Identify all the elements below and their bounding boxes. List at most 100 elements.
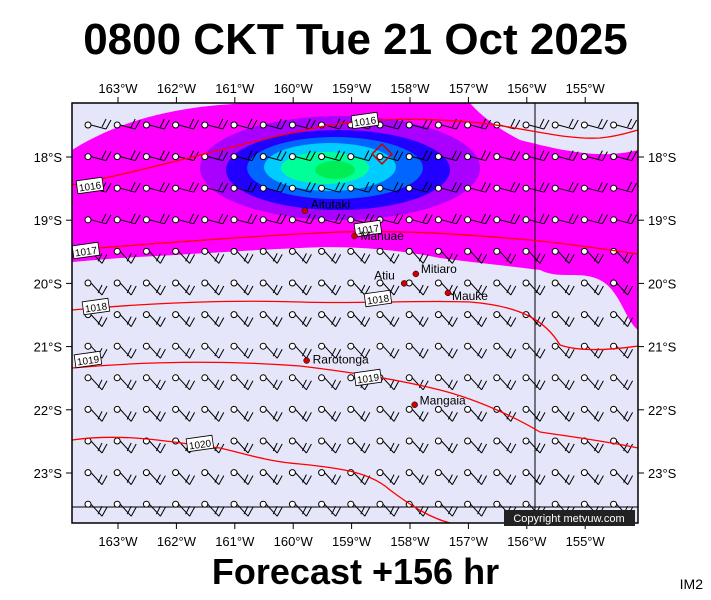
wind-barb	[259, 213, 287, 225]
wind-barb	[522, 437, 546, 454]
wind-barb	[288, 150, 316, 162]
lon-label-bottom: 160°W	[274, 534, 314, 549]
wind-barb	[434, 437, 458, 454]
lat-label-left: 20°S	[34, 276, 63, 291]
svg-text:1019: 1019	[356, 372, 380, 386]
wind-barb	[230, 374, 254, 391]
lon-label-top: 158°W	[390, 81, 430, 96]
lon-label-bottom: 156°W	[507, 534, 547, 549]
isobar-label: 1018	[363, 289, 393, 307]
wind-barb	[259, 150, 287, 162]
wind-barb	[201, 279, 225, 296]
wind-barb	[259, 500, 283, 517]
wind-barb	[522, 247, 546, 264]
wind-barb	[522, 342, 546, 359]
wind-barb	[172, 181, 200, 193]
wind-barb	[142, 279, 166, 296]
isobar-line	[72, 300, 638, 351]
wind-barb	[405, 469, 429, 485]
place-dot	[444, 289, 452, 297]
wind-barb	[318, 500, 342, 517]
wind-barb	[493, 374, 517, 391]
isobar-label: 1019	[73, 350, 103, 368]
wind-barb	[405, 181, 433, 193]
lon-label-bottom: 155°W	[566, 534, 606, 549]
wind-barb	[259, 118, 287, 130]
wind-barb	[405, 374, 429, 391]
isobar-label: 1016	[75, 176, 105, 194]
svg-text:1017: 1017	[356, 223, 380, 237]
wind-barb	[318, 469, 342, 485]
wind-barb	[580, 118, 608, 130]
wind-barb	[580, 469, 604, 485]
place-dot	[412, 270, 420, 278]
precip-band-core	[315, 161, 355, 179]
wind-barb	[113, 500, 137, 517]
lon-label-top: 161°W	[215, 81, 255, 96]
place-dot	[400, 280, 408, 287]
wind-barb	[259, 469, 283, 485]
place-label: Atiu	[374, 268, 395, 282]
wind-barb	[347, 342, 371, 359]
wind-barb	[434, 118, 462, 130]
wind-barb	[580, 374, 604, 391]
wind-barb	[230, 342, 254, 359]
wind-barb	[376, 150, 404, 162]
place-label: Rarotonga	[313, 353, 369, 367]
wind-barb	[318, 279, 342, 296]
copyright-box	[504, 510, 635, 526]
wind-barb	[84, 374, 108, 391]
wind-barb	[434, 247, 458, 264]
wind-barb	[347, 247, 371, 264]
svg-text:1018: 1018	[84, 301, 108, 315]
lat-label-right: 20°S	[648, 276, 677, 291]
wind-barb	[610, 374, 634, 391]
wind-barb	[464, 374, 488, 391]
wind-barb	[464, 437, 488, 454]
wind-barb	[318, 405, 342, 422]
place-dot	[303, 357, 310, 364]
wind-barb	[142, 150, 170, 162]
wind-barb	[376, 279, 400, 296]
wind-barb	[113, 342, 137, 359]
wind-barb	[259, 279, 283, 296]
lat-label-left: 22°S	[34, 403, 63, 418]
lon-label-bottom: 161°W	[215, 534, 255, 549]
wind-barb	[376, 247, 400, 264]
wind-barb	[288, 279, 312, 296]
wind-barb	[551, 247, 575, 264]
image-code: IM2	[679, 576, 703, 592]
wind-barb	[405, 213, 433, 225]
wind-barb	[434, 150, 462, 162]
wind-barb	[288, 469, 312, 485]
wind-barb	[84, 279, 108, 296]
wind-barb	[259, 437, 283, 454]
lat-label-left: 18°S	[34, 150, 63, 165]
wind-barb	[551, 342, 575, 359]
wind-barb	[610, 311, 634, 327]
wind-barb	[288, 405, 312, 422]
wind-barb	[551, 118, 579, 130]
wind-barb	[493, 150, 521, 162]
wind-barb	[142, 437, 166, 454]
wind-barb	[84, 118, 112, 130]
lon-label-bottom: 157°W	[449, 534, 489, 549]
wind-barb	[288, 342, 312, 359]
wind-barb	[84, 469, 108, 485]
wind-barb	[84, 405, 108, 422]
wind-barb	[259, 247, 283, 264]
isobar-line	[72, 230, 638, 255]
wind-barb	[376, 405, 400, 422]
wind-barb	[142, 405, 166, 422]
wind-barb	[347, 437, 371, 454]
wind-barb	[610, 118, 638, 130]
lon-label-top: 160°W	[274, 81, 314, 96]
isobar-label: 1017	[72, 241, 101, 259]
isobar-line	[72, 361, 638, 449]
wind-barb	[347, 279, 371, 296]
wind-barb	[113, 150, 141, 162]
copyright-text: Copyright metvuw.com	[513, 513, 624, 525]
wind-barb	[405, 150, 433, 162]
isobar-line	[72, 118, 638, 186]
wind-barb	[142, 213, 170, 225]
